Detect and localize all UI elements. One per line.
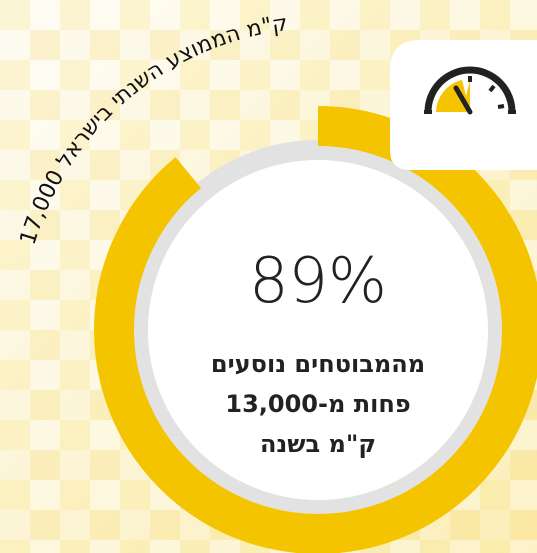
donut-track (128, 140, 508, 520)
donut-center (148, 160, 488, 500)
subtitle-line: פחות מ-13,000 (225, 390, 410, 418)
donut (94, 106, 537, 553)
subtitle-line: ק"מ בשנה (260, 430, 376, 458)
icon-card (390, 40, 537, 170)
donut-arc (94, 106, 537, 553)
subtitle-line: מהמבוטחים נוסעים (211, 350, 425, 378)
value-label: 89% (249, 244, 387, 317)
